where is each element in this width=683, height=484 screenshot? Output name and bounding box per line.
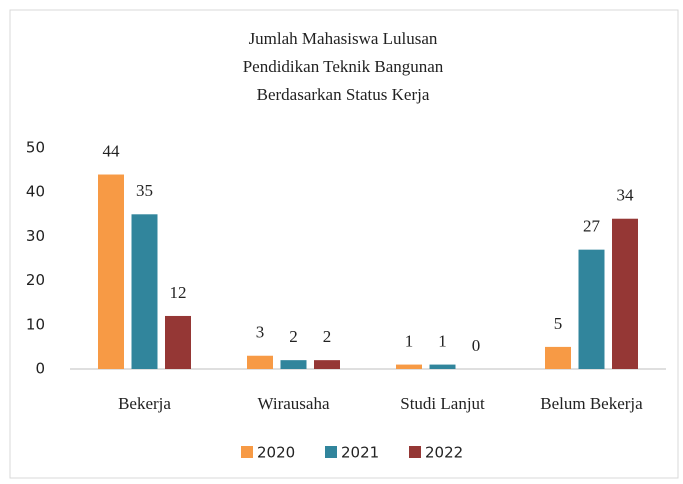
chart-title: Pendidikan Teknik Bangunan	[243, 57, 444, 76]
x-tick-label: Studi Lanjut	[400, 394, 485, 413]
bar	[280, 360, 307, 369]
bar	[396, 364, 422, 369]
legend-label: 2022	[425, 444, 463, 462]
bar	[578, 249, 605, 369]
y-tick-label: 40	[26, 183, 45, 201]
data-label: 5	[554, 314, 563, 333]
chart-title: Jumlah Mahasiswa Lulusan	[249, 29, 438, 48]
legend-swatch	[241, 446, 253, 458]
data-label: 44	[103, 141, 121, 160]
bar	[98, 174, 124, 369]
y-tick-label: 10	[26, 315, 45, 333]
bar	[247, 355, 273, 369]
legend-label: 2020	[257, 444, 295, 462]
bar	[131, 214, 158, 369]
y-tick-label: 30	[26, 227, 45, 245]
legend-label: 2021	[341, 444, 379, 462]
legend-swatch	[409, 446, 421, 458]
data-label: 1	[405, 331, 414, 350]
data-label: 0	[472, 336, 481, 355]
x-tick-label: Wirausaha	[257, 394, 329, 413]
data-label: 3	[256, 323, 265, 342]
bar	[429, 364, 456, 369]
y-tick-label: 50	[26, 139, 45, 157]
y-tick-label: 0	[35, 360, 45, 378]
bar	[545, 346, 571, 369]
y-tick-label: 20	[26, 271, 45, 289]
data-label: 1	[438, 331, 447, 350]
bar	[314, 360, 340, 369]
x-tick-label: Belum Bekerja	[540, 394, 643, 413]
data-label: 27	[583, 217, 601, 236]
data-label: 35	[136, 181, 153, 200]
x-tick-label: Bekerja	[118, 394, 171, 413]
legend-swatch	[325, 446, 337, 458]
data-label: 12	[170, 283, 187, 302]
data-label: 34	[617, 186, 635, 205]
chart-title: Berdasarkan Status Kerja	[257, 85, 430, 104]
bar	[165, 315, 191, 369]
data-label: 2	[289, 327, 298, 346]
data-label: 2	[323, 327, 332, 346]
bar	[612, 218, 638, 369]
